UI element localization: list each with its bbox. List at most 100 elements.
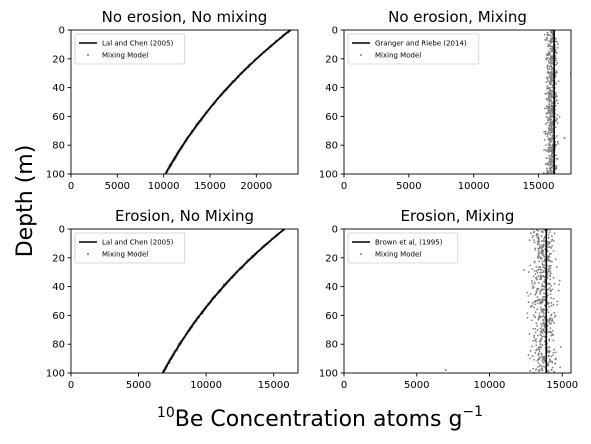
mixing-point <box>548 91 551 94</box>
mixing-point <box>548 76 551 78</box>
mixing-point <box>540 247 543 249</box>
mixing-point <box>546 170 549 173</box>
mixing-point <box>540 235 543 237</box>
mixing-point <box>551 90 554 93</box>
mixing-point <box>553 348 555 351</box>
mixing-point <box>544 267 546 270</box>
mixing-point <box>535 292 537 295</box>
mixing-point <box>549 260 552 262</box>
y-tick-label: 80 <box>325 340 338 351</box>
mixing-point <box>539 292 542 295</box>
mixing-point <box>547 362 550 365</box>
mixing-point <box>534 331 537 334</box>
mixing-point <box>547 331 549 333</box>
mixing-point <box>556 61 559 64</box>
mixing-point <box>550 302 553 304</box>
mixing-point <box>546 150 548 153</box>
mixing-point <box>550 116 553 118</box>
mixing-point <box>548 157 551 160</box>
mixing-point <box>538 247 541 250</box>
mixing-point <box>549 327 552 329</box>
mixing-point <box>549 83 552 86</box>
mixing-point <box>551 48 554 51</box>
mixing-point <box>550 77 553 80</box>
mixing-point <box>543 295 546 298</box>
mixing-point <box>546 163 549 166</box>
mixing-point <box>554 314 557 317</box>
analytic-curve <box>164 30 292 174</box>
y-tick-label: 100 <box>319 170 338 181</box>
mixing-point <box>535 340 538 343</box>
mixing-point <box>530 306 532 308</box>
mixing-point <box>543 280 546 283</box>
mixing-point <box>537 362 540 364</box>
mixing-point <box>536 296 539 298</box>
mixing-point <box>546 121 549 124</box>
mixing-point <box>541 344 544 346</box>
mixing-point <box>531 282 534 285</box>
mixing-point <box>529 357 531 360</box>
mixing-point <box>538 316 541 319</box>
mixing-point <box>541 332 544 335</box>
mixing-point <box>550 154 553 157</box>
mixing-point <box>552 339 555 342</box>
mixing-point <box>523 269 525 271</box>
mixing-point <box>539 340 542 342</box>
panel-3: Erosion, No Mixing 0 5000 10000 15000 0 20 40 60… <box>46 207 299 391</box>
mixing-point <box>555 99 558 102</box>
legend-box <box>347 33 480 65</box>
mixing-point <box>556 46 559 49</box>
mixing-point <box>547 319 550 321</box>
mixing-point <box>543 324 546 327</box>
mixing-point <box>550 129 553 131</box>
mixing-point <box>548 101 551 104</box>
mixing-point <box>547 43 550 46</box>
mixing-point <box>545 57 548 60</box>
mixing-point <box>548 50 550 53</box>
mixing-point <box>548 109 551 112</box>
y-tick-label: 0 <box>332 26 338 37</box>
mixing-point <box>551 102 553 105</box>
mixing-point <box>527 271 530 273</box>
mixing-point <box>542 312 545 315</box>
mixing-point <box>533 269 536 272</box>
mixing-point <box>541 335 544 338</box>
mixing-point <box>550 322 553 325</box>
mixing-point <box>551 31 553 34</box>
mixing-point <box>555 91 557 94</box>
mixing-point <box>548 99 551 102</box>
mixing-point <box>553 232 556 235</box>
mixing-point <box>541 300 543 303</box>
mixing-point <box>550 80 553 83</box>
mixing-point <box>537 237 540 240</box>
mixing-point <box>540 355 543 358</box>
mixing-point <box>537 318 540 321</box>
mixing-point <box>556 122 559 125</box>
mixing-point <box>546 72 549 74</box>
x-tick-label: 0 <box>341 181 347 192</box>
mixing-point <box>548 96 551 99</box>
mixing-point <box>549 139 552 141</box>
mixing-point <box>550 79 553 81</box>
mixing-point <box>540 323 543 326</box>
mixing-point <box>546 240 549 243</box>
mixing-point <box>531 355 534 358</box>
mixing-point <box>530 345 533 348</box>
mixing-point <box>559 366 562 369</box>
mixing-point <box>552 249 555 252</box>
mixing-point <box>545 157 548 160</box>
y-tick-label: 80 <box>52 141 65 152</box>
mixing-point <box>533 306 535 309</box>
y-tick-label: 20 <box>325 253 338 264</box>
legend-label: Lal and Chen (2005) <box>102 40 174 48</box>
mixing-point <box>547 370 550 373</box>
mixing-point <box>538 352 540 355</box>
mixing-point <box>550 313 553 316</box>
x-tick-label: 0 <box>341 380 347 391</box>
mixing-point <box>550 331 552 334</box>
mixing-point <box>532 339 535 342</box>
legend-box <box>347 232 459 264</box>
mixing-point <box>539 278 541 281</box>
mixing-point <box>555 52 558 55</box>
mixing-point <box>538 358 540 361</box>
